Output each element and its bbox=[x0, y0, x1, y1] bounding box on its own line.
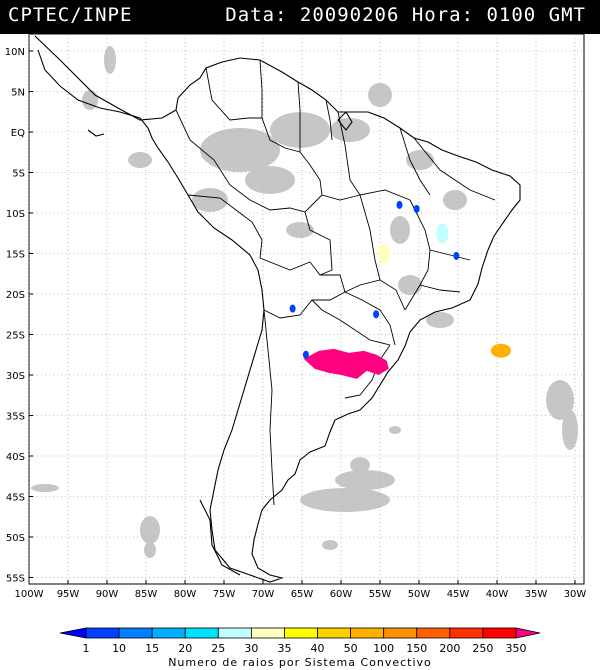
lat-label: 45S bbox=[6, 493, 25, 504]
colorbar-box bbox=[184, 627, 219, 639]
colorbar-tick-label: 25 bbox=[211, 642, 225, 655]
colorbar: 1 10 15 20 25 30 35 40 50 100 150 200 250 350 bbox=[59, 627, 541, 655]
lon-label: 100W bbox=[15, 589, 44, 600]
lat-label: 30S bbox=[6, 371, 25, 382]
lat-label: 55S bbox=[6, 574, 25, 585]
lat-label: 25S bbox=[6, 331, 25, 342]
colorbar-box bbox=[482, 627, 517, 639]
convective-system bbox=[377, 243, 390, 264]
colorbar-box bbox=[151, 627, 186, 639]
convective-system bbox=[396, 200, 403, 209]
colorbar-box bbox=[217, 627, 252, 639]
colorbar-box bbox=[118, 627, 153, 639]
lon-label: 85W bbox=[135, 589, 158, 600]
colorbar-arrow-high bbox=[515, 627, 541, 639]
colorbar-tick-label: 200 bbox=[439, 642, 460, 655]
colorbar-tick-label: 50 bbox=[344, 642, 358, 655]
lat-label: 35S bbox=[6, 412, 25, 423]
colorbar-tick-label: 35 bbox=[277, 642, 291, 655]
latitude-labels: 10N 5N EQ 5S 10S 15S 20S 25S 30S 35S 40S 45S 50S 55S bbox=[5, 47, 33, 585]
map-header: CPTEC/INPE Data: 20090206 Hora: 0100 GMT bbox=[0, 0, 600, 34]
lon-label: 60W bbox=[330, 589, 353, 600]
colorbar-box bbox=[416, 627, 451, 639]
convective-system bbox=[302, 350, 309, 359]
colorbar-tick-label: 10 bbox=[112, 642, 126, 655]
lon-label: 30W bbox=[564, 589, 587, 600]
colorbar-tick-label: 350 bbox=[506, 642, 527, 655]
convective-system bbox=[453, 251, 460, 260]
colorbar-box bbox=[449, 627, 484, 639]
lon-label: 55W bbox=[369, 589, 392, 600]
longitude-labels: 100W 95W 90W 85W 80W 75W 70W 65W 60W 55W 50W 45W 40W… bbox=[15, 580, 587, 600]
lat-label: 10S bbox=[6, 209, 25, 220]
colorbar-arrow-low bbox=[59, 627, 87, 639]
colorbar-tick-label: 250 bbox=[472, 642, 493, 655]
lon-label: 70W bbox=[252, 589, 275, 600]
lon-label: 35W bbox=[525, 589, 548, 600]
colorbar-box bbox=[284, 627, 318, 639]
grid-lines bbox=[28, 34, 584, 584]
lon-label: 95W bbox=[57, 589, 80, 600]
colorbar-box bbox=[383, 627, 418, 639]
convective-system bbox=[436, 223, 449, 244]
colorbar-box bbox=[350, 627, 385, 639]
convective-system bbox=[413, 204, 420, 213]
convective-system-large bbox=[303, 348, 389, 379]
lat-label: EQ bbox=[11, 128, 25, 139]
source-label: CPTEC/INPE bbox=[8, 4, 133, 26]
lat-label: 20S bbox=[6, 290, 25, 301]
convective-system bbox=[289, 304, 296, 313]
colorbar-box bbox=[85, 627, 120, 639]
cloud-areas bbox=[31, 46, 578, 558]
lat-label: 40S bbox=[6, 452, 25, 463]
colorbar-tick-label: 100 bbox=[373, 642, 394, 655]
colorbar-tick-label: 15 bbox=[145, 642, 159, 655]
colorbar-title: Numero de raios por Sistema Convectivo bbox=[168, 656, 432, 669]
coastlines bbox=[34, 35, 521, 583]
lat-label: 50S bbox=[6, 533, 25, 544]
lon-label: 65W bbox=[291, 589, 314, 600]
convective-system bbox=[490, 343, 511, 358]
colorbar-tick-label: 20 bbox=[178, 642, 192, 655]
lon-label: 80W bbox=[174, 589, 197, 600]
date-time-label: Data: 20090206 Hora: 0100 GMT bbox=[225, 4, 586, 26]
colorbar-box bbox=[250, 627, 285, 639]
lon-label: 90W bbox=[96, 589, 119, 600]
country-borders bbox=[175, 59, 496, 506]
lat-label: 5N bbox=[11, 88, 25, 99]
lat-label: 5S bbox=[12, 169, 25, 180]
lon-label: 50W bbox=[408, 589, 431, 600]
lat-label: 15S bbox=[6, 250, 25, 261]
lon-label: 45W bbox=[447, 589, 470, 600]
lat-label: 10N bbox=[5, 47, 25, 58]
colorbar-box bbox=[317, 627, 352, 639]
colorbar-tick-label: 150 bbox=[406, 642, 427, 655]
colorbar-tick-label: 1 bbox=[83, 642, 90, 655]
convective-system bbox=[373, 310, 380, 319]
lon-label: 40W bbox=[486, 589, 509, 600]
lon-label: 75W bbox=[213, 589, 236, 600]
colorbar-tick-label: 30 bbox=[244, 642, 258, 655]
colorbar-tick-label: 40 bbox=[311, 642, 325, 655]
convective-systems bbox=[289, 200, 511, 379]
